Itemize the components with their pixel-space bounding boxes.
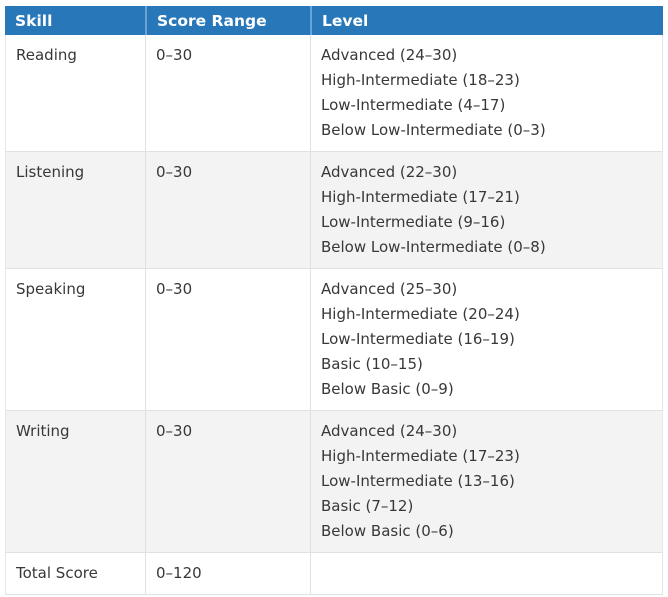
header-row: Skill Score Range Level [5, 6, 663, 35]
skill-cell: Speaking [5, 269, 145, 411]
column-header-skill: Skill [5, 6, 145, 35]
table-row: Speaking 0–30 Advanced (25–30) High-Inter… [5, 269, 663, 411]
skill-cell: Writing [5, 411, 145, 553]
level-cell [310, 553, 663, 595]
score-table-header: Skill Score Range Level [5, 6, 663, 35]
score-table: Skill Score Range Level Reading 0–30 Adv… [5, 6, 663, 595]
score-range-cell: 0–30 [145, 152, 310, 269]
column-header-score-range: Score Range [145, 6, 310, 35]
level-line: Below Low-Intermediate (0–3) [321, 121, 546, 139]
level-line: Low-Intermediate (16–19) [321, 330, 515, 348]
skill-cell: Reading [5, 35, 145, 152]
table-row: Writing 0–30 Advanced (24–30) High-Interm… [5, 411, 663, 553]
level-line: Low-Intermediate (13–16) [321, 472, 515, 490]
level-line: Advanced (22–30) [321, 163, 458, 181]
level-line: High-Intermediate (18–23) [321, 71, 520, 89]
level-line: Basic (10–15) [321, 355, 423, 373]
level-line: Advanced (24–30) [321, 422, 458, 440]
level-line: High-Intermediate (17–21) [321, 188, 520, 206]
level-cell: Advanced (22–30) High-Intermediate (17–21… [310, 152, 663, 269]
table-row: Total Score 0–120 [5, 553, 663, 595]
skill-cell: Total Score [5, 553, 145, 595]
score-range-cell: 0–30 [145, 411, 310, 553]
score-range-cell: 0–120 [145, 553, 310, 595]
column-header-level: Level [310, 6, 663, 35]
level-line: Basic (7–12) [321, 497, 414, 515]
level-line: Advanced (25–30) [321, 280, 458, 298]
skill-cell: Listening [5, 152, 145, 269]
level-line: Below Basic (0–9) [321, 380, 454, 398]
level-line: Low-Intermediate (9–16) [321, 213, 506, 231]
score-table-body: Reading 0–30 Advanced (24–30) High-Interm… [5, 35, 663, 595]
table-row: Listening 0–30 Advanced (22–30) High-Inte… [5, 152, 663, 269]
level-line: Low-Intermediate (4–17) [321, 96, 506, 114]
level-line: Advanced (24–30) [321, 46, 458, 64]
level-cell: Advanced (24–30) High-Intermediate (18–23… [310, 35, 663, 152]
level-line: High-Intermediate (17–23) [321, 447, 520, 465]
score-range-cell: 0–30 [145, 269, 310, 411]
score-range-cell: 0–30 [145, 35, 310, 152]
table-row: Reading 0–30 Advanced (24–30) High-Interm… [5, 35, 663, 152]
level-cell: Advanced (25–30) High-Intermediate (20–24… [310, 269, 663, 411]
level-line: High-Intermediate (20–24) [321, 305, 520, 323]
level-cell: Advanced (24–30) High-Intermediate (17–23… [310, 411, 663, 553]
level-line: Below Low-Intermediate (0–8) [321, 238, 546, 256]
level-line: Below Basic (0–6) [321, 522, 454, 540]
